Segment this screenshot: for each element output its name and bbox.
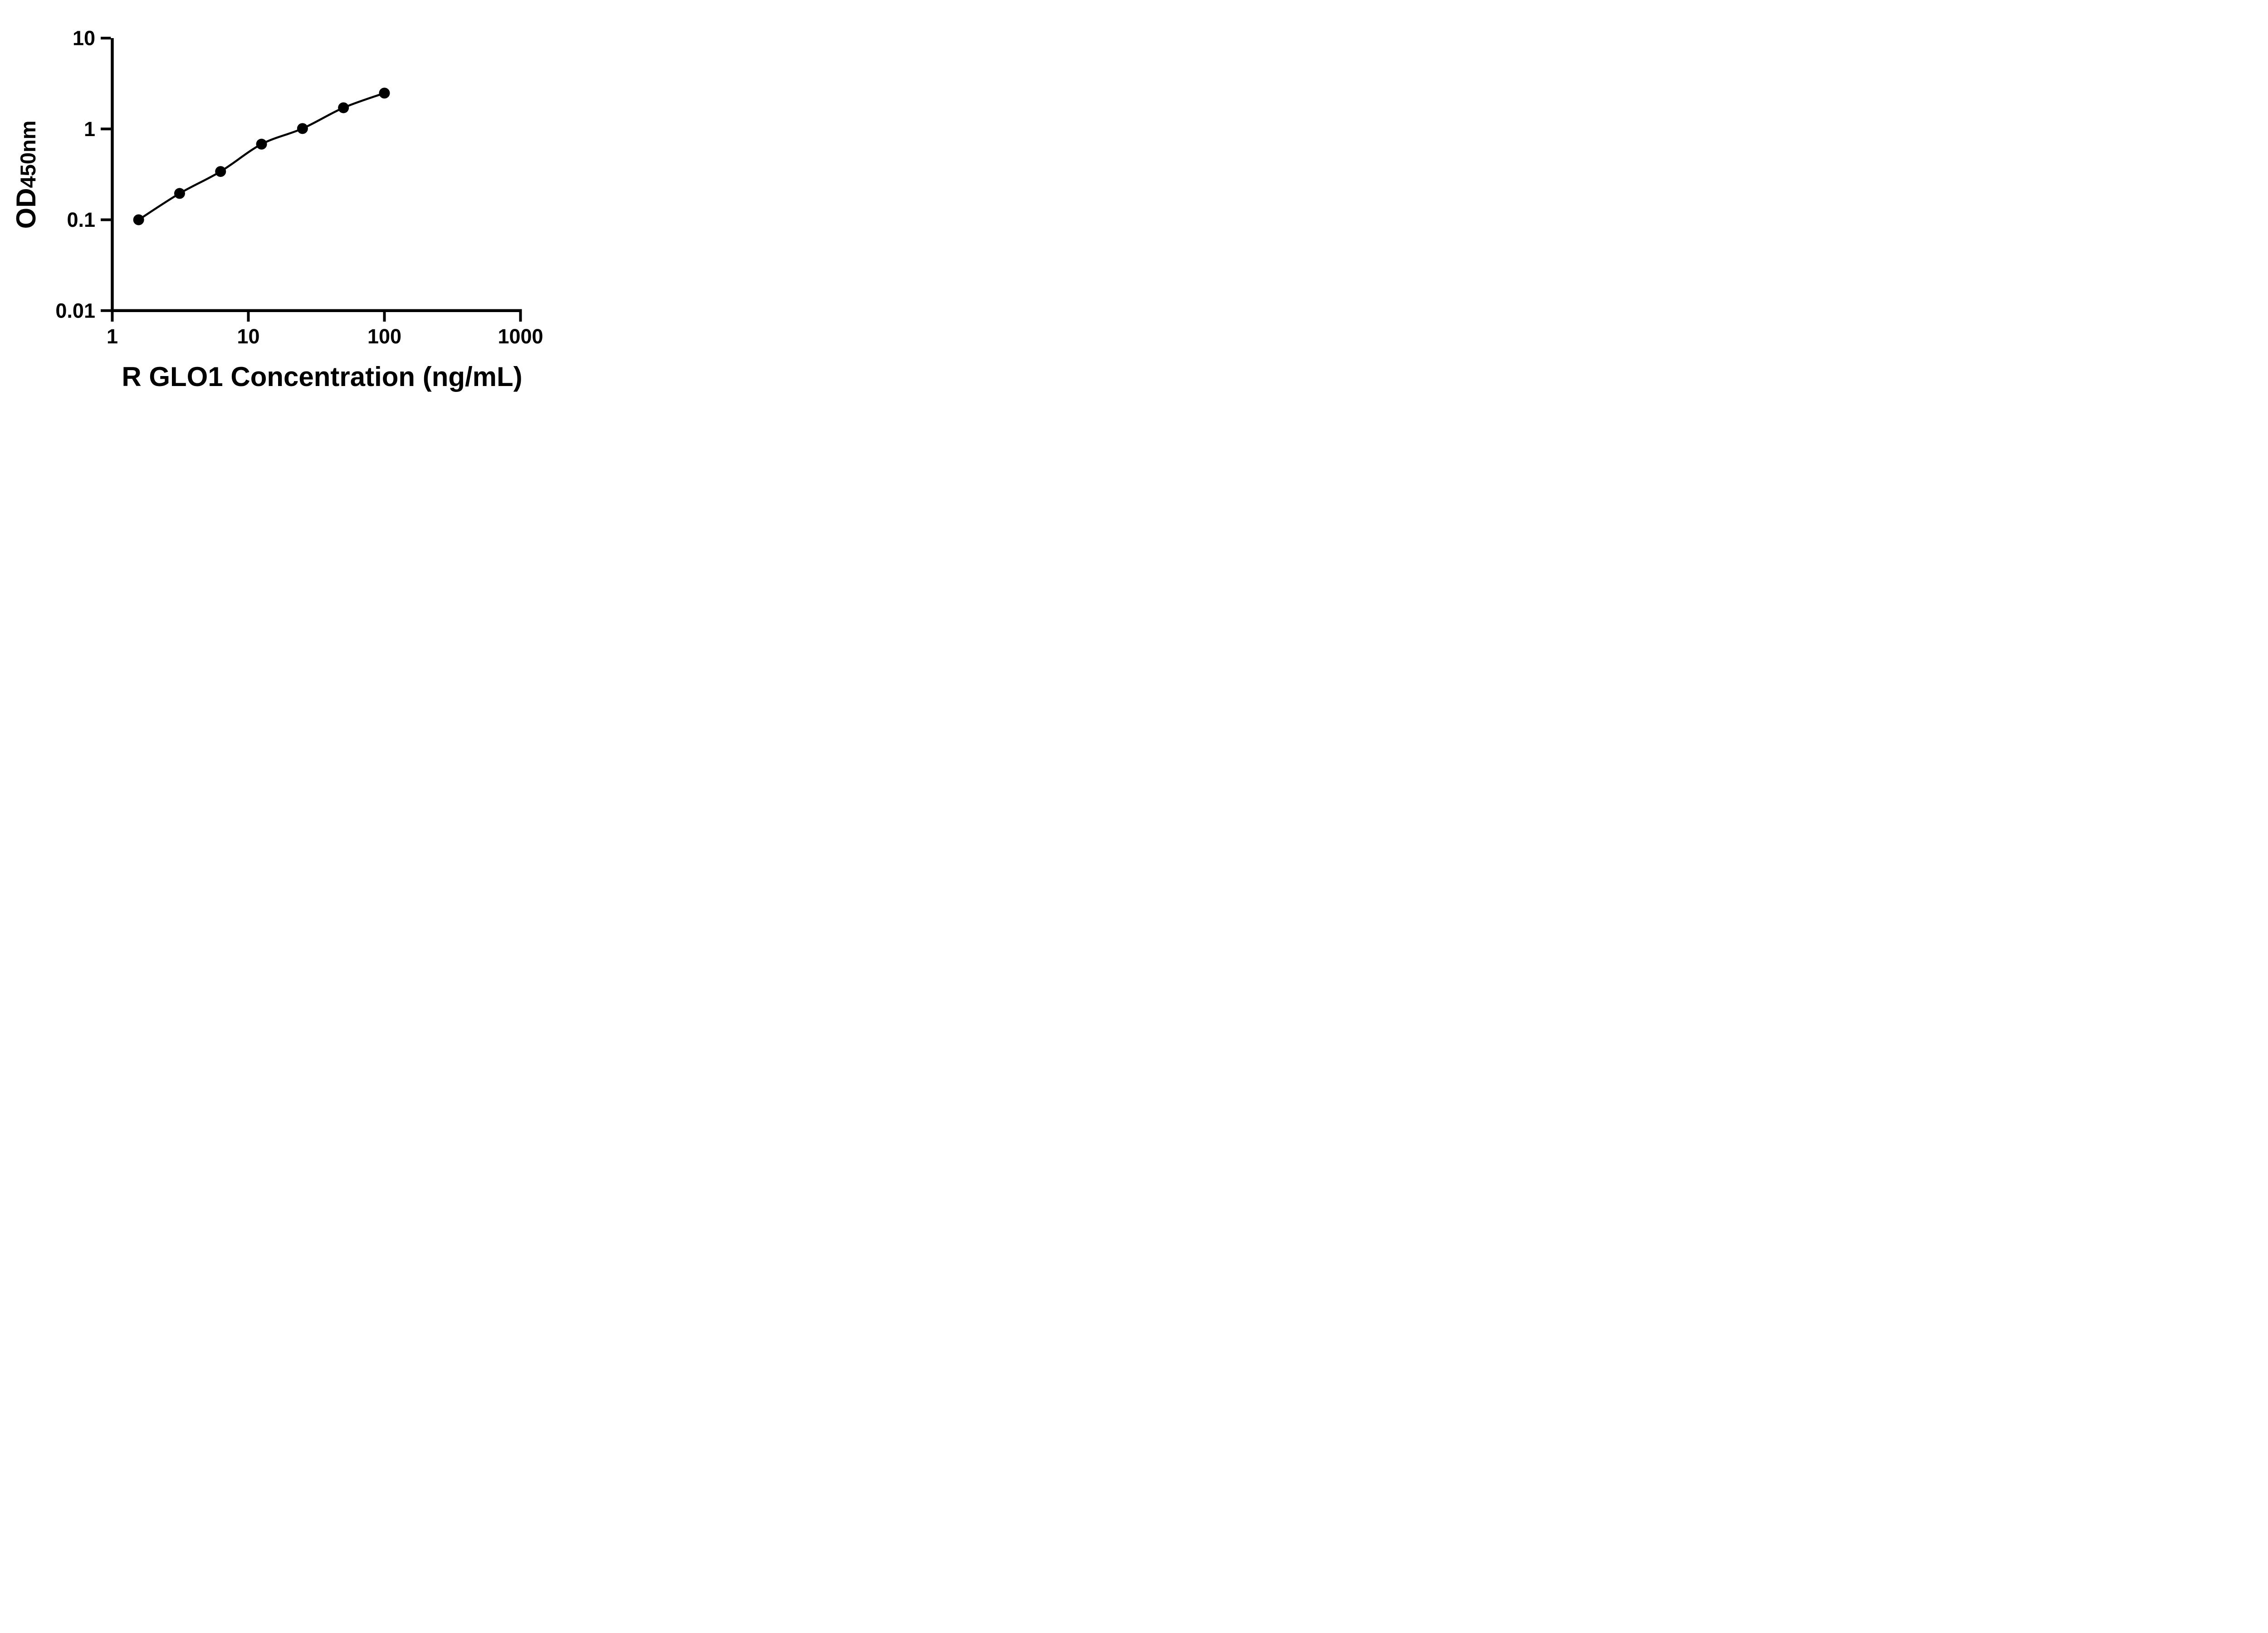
data-point: [215, 166, 226, 177]
x-tick-label: 10: [237, 325, 259, 348]
y-axis-title: OD450nm: [11, 121, 41, 229]
x-tick-label: 100: [367, 325, 401, 348]
x-axis-title: R GLO1 Concentration (ng/mL): [122, 362, 522, 392]
data-point: [256, 138, 267, 150]
standard-curve-line: [138, 92, 385, 221]
data-point: [297, 123, 308, 134]
data-point: [379, 88, 390, 99]
curve-layer: [138, 92, 385, 221]
x-tick-label: 1: [107, 325, 118, 348]
data-point: [133, 214, 144, 225]
y-axis-title-main: OD: [11, 188, 41, 229]
data-point: [174, 188, 185, 199]
y-tick-label: 10: [73, 27, 95, 50]
y-tick-label: 0.1: [67, 208, 95, 231]
y-axis-title-sub: 450nm: [16, 121, 40, 188]
data-points-layer: [133, 88, 390, 225]
elisa-standard-curve-figure: 10 1 0.1 0.01 1 10 100 1000 R GLO1 Concentrati…: [0, 0, 583, 408]
y-tick-label: 0.01: [55, 299, 95, 322]
data-point: [338, 102, 349, 113]
y-tick-label: 1: [84, 117, 95, 141]
x-axis-ticks: 1 10 100 1000: [107, 312, 543, 348]
standard-curve-chart: 10 1 0.1 0.01 1 10 100 1000 R GLO1 Concentrati…: [11, 27, 543, 392]
x-tick-label: 1000: [498, 325, 543, 348]
y-axis-ticks: 10 1 0.1 0.01: [55, 27, 111, 322]
